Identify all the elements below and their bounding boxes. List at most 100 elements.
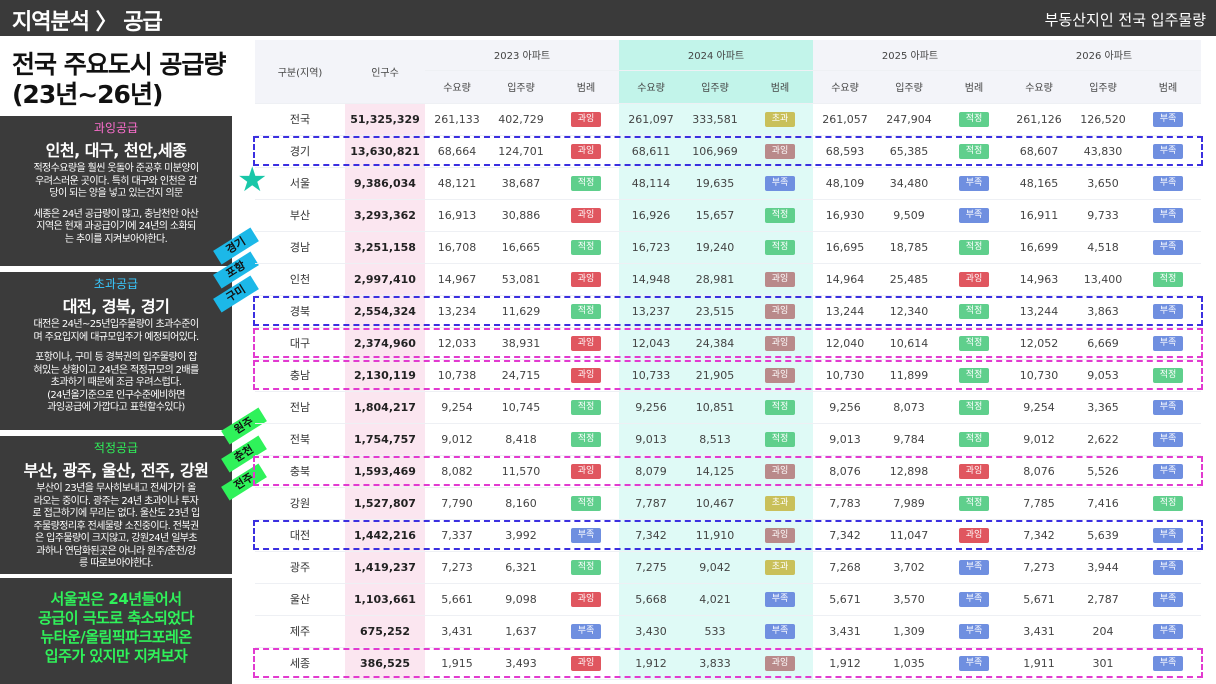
demand-cell: 68,611 xyxy=(619,135,683,168)
demand-cell: 7,787 xyxy=(619,487,683,520)
supply-cell: 3,863 xyxy=(1071,295,1135,328)
panel-cities: 부산, 광주, 울산, 전주, 강원 xyxy=(23,461,209,480)
demand-cell: 9,254 xyxy=(1007,391,1071,424)
header-supply: 입주량 xyxy=(877,70,941,104)
supply-cell: 9,733 xyxy=(1071,199,1135,232)
status-badge: 부족 xyxy=(959,592,989,607)
supply-cell: 3,702 xyxy=(877,551,941,584)
legend-cell: 부족 xyxy=(1135,647,1201,680)
legend-cell: 과잉 xyxy=(553,199,619,232)
legend-cell: 과잉 xyxy=(941,519,1007,552)
supply-cell: 12,898 xyxy=(877,455,941,488)
status-badge: 적정 xyxy=(959,112,989,127)
region-cell: 충남 xyxy=(255,359,345,392)
table-row: 경기 13,630,821 68,664 124,701 과잉 68,611 106,969… xyxy=(255,135,1201,168)
legend-cell: 과잉 xyxy=(553,359,619,392)
status-badge: 과잉 xyxy=(765,304,795,319)
header-supply: 입주량 xyxy=(683,70,747,104)
legend-cell: 초과 xyxy=(747,487,813,520)
legend-cell: 적정 xyxy=(553,231,619,264)
legend-cell: 부족 xyxy=(1135,615,1201,648)
status-badge: 적정 xyxy=(571,304,601,319)
status-badge: 초과 xyxy=(765,496,795,511)
legend-cell: 과잉 xyxy=(747,519,813,552)
status-badge: 적정 xyxy=(1153,272,1183,287)
population-cell: 3,293,362 xyxy=(345,199,425,232)
legend-cell: 부족 xyxy=(1135,423,1201,456)
supply-cell: 2,787 xyxy=(1071,583,1135,616)
region-cell: 전국 xyxy=(255,103,345,136)
demand-cell: 13,237 xyxy=(619,295,683,328)
legend-cell: 부족 xyxy=(747,615,813,648)
status-badge: 부족 xyxy=(1153,592,1183,607)
demand-cell: 261,133 xyxy=(425,103,489,136)
legend-cell: 부족 xyxy=(1135,391,1201,424)
supply-cell: 124,701 xyxy=(489,135,553,168)
header-legend: 범례 xyxy=(1135,70,1201,104)
population-cell: 1,419,237 xyxy=(345,551,425,584)
demand-cell: 16,913 xyxy=(425,199,489,232)
legend-cell: 부족 xyxy=(941,615,1007,648)
table-row: 충북 1,593,469 8,082 11,570 과잉 8,079 14,125 과잉 8,0… xyxy=(255,455,1201,488)
panel-kind: 과잉공급 xyxy=(93,121,139,135)
legend-cell: 과잉 xyxy=(941,455,1007,488)
population-cell: 13,630,821 xyxy=(345,135,425,168)
legend-cell: 과잉 xyxy=(747,327,813,360)
demand-cell: 7,342 xyxy=(619,519,683,552)
population-cell: 1,804,217 xyxy=(345,391,425,424)
supply-cell: 9,784 xyxy=(877,423,941,456)
table-row: 인천 2,997,410 14,967 53,081 과잉 14,948 28,981 과잉 1… xyxy=(255,263,1201,296)
legend-cell: 부족 xyxy=(941,647,1007,680)
supply-cell: 8,513 xyxy=(683,423,747,456)
status-badge: 부족 xyxy=(1153,560,1183,575)
region-cell: 제주 xyxy=(255,615,345,648)
legend-cell: 과잉 xyxy=(747,455,813,488)
status-badge: 과잉 xyxy=(571,112,601,127)
legend-cell: 부족 xyxy=(1135,167,1201,200)
status-badge: 적정 xyxy=(571,400,601,415)
supply-cell: 3,833 xyxy=(683,647,747,680)
status-badge: 부족 xyxy=(1153,176,1183,191)
legend-cell: 과잉 xyxy=(553,263,619,296)
legend-cell: 부족 xyxy=(1135,327,1201,360)
supply-cell: 10,745 xyxy=(489,391,553,424)
status-badge: 과잉 xyxy=(765,144,795,159)
demand-cell: 12,040 xyxy=(813,327,877,360)
legend-cell: 적정 xyxy=(553,391,619,424)
status-badge: 적정 xyxy=(765,208,795,223)
status-badge: 부족 xyxy=(959,656,989,671)
status-badge: 과잉 xyxy=(571,144,601,159)
region-cell: 강원 xyxy=(255,487,345,520)
supply-cell: 34,480 xyxy=(877,167,941,200)
supply-cell: 11,899 xyxy=(877,359,941,392)
demand-cell: 3,431 xyxy=(425,615,489,648)
supply-cell: 3,570 xyxy=(877,583,941,616)
supply-cell: 533 xyxy=(683,615,747,648)
legend-cell: 과잉 xyxy=(747,359,813,392)
legend-cell: 적정 xyxy=(553,167,619,200)
demand-cell: 8,076 xyxy=(1007,455,1071,488)
demand-cell: 7,273 xyxy=(425,551,489,584)
legend-cell: 과잉 xyxy=(747,647,813,680)
demand-cell: 68,607 xyxy=(1007,135,1071,168)
demand-cell: 48,109 xyxy=(813,167,877,200)
status-badge: 과잉 xyxy=(959,272,989,287)
status-badge: 적정 xyxy=(959,368,989,383)
demand-cell: 7,342 xyxy=(813,519,877,552)
supply-cell: 3,992 xyxy=(489,519,553,552)
supply-cell: 13,400 xyxy=(1071,263,1135,296)
supply-cell: 11,910 xyxy=(683,519,747,552)
legend-cell: 과잉 xyxy=(747,295,813,328)
region-cell: 충북 xyxy=(255,455,345,488)
demand-cell: 5,671 xyxy=(813,583,877,616)
status-badge: 부족 xyxy=(571,528,601,543)
header-region: 구분(지역) xyxy=(255,40,345,104)
legend-cell: 부족 xyxy=(747,583,813,616)
legend-cell: 부족 xyxy=(1135,583,1201,616)
demand-cell: 1,912 xyxy=(813,647,877,680)
supply-cell: 11,570 xyxy=(489,455,553,488)
legend-cell: 적정 xyxy=(941,391,1007,424)
panel-body: 대전은 24년~25년입주물량이 초과수준이 며 주요입지에 대규모입주가 예정되… xyxy=(33,319,199,413)
legend-cell: 과잉 xyxy=(553,135,619,168)
supply-cell: 43,830 xyxy=(1071,135,1135,168)
